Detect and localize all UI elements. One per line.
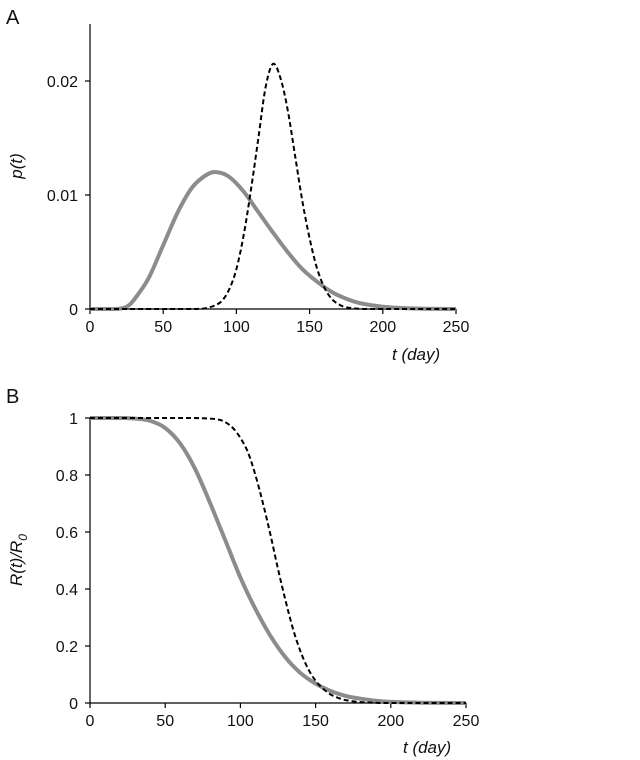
- panel-b-x-tick-label: 250: [453, 713, 480, 730]
- panel-b-y-axis-title-main: R(t)/R: [7, 541, 26, 586]
- panel-b-y-tick-label: 0.4: [56, 582, 78, 599]
- panel-a-y-axis-title: p(t): [7, 153, 26, 180]
- panel-a-x-tick-label: 100: [223, 319, 250, 336]
- panel-a-x-tick-label: 50: [154, 319, 172, 336]
- panel-b-y-tick-label: 0.2: [56, 639, 78, 656]
- panel-a-x-axis-title: t (day): [392, 345, 440, 364]
- panel-b-label: B: [6, 386, 19, 408]
- panel-b-y-axis-title-sub: 0: [16, 534, 30, 541]
- panel-a-series-solid-gray: [90, 172, 456, 309]
- panel-a-y-tick-label: 0.01: [47, 188, 78, 205]
- panel-a-series-dashed-black: [90, 64, 456, 309]
- panel-b-x-tick-label: 100: [227, 713, 254, 730]
- panel-b-x-tick-label: 0: [86, 713, 95, 730]
- panel-b-x-tick-label: 50: [156, 713, 174, 730]
- panel-b-y-axis-title: R(t)/R0: [7, 534, 30, 586]
- panel-b-series-solid-gray: [90, 418, 466, 703]
- panel-a-x-tick-label: 250: [443, 319, 470, 336]
- panel-a-y-tick-label: 0.02: [47, 74, 78, 91]
- panel-b-x-axis-title: t (day): [403, 738, 451, 757]
- panel-b: B R(t)/R0 t (day) 05010015020025000.20.4…: [6, 386, 479, 757]
- panel-b-ticks: 0 50 100 150 200 250 0 0.2 0.4 0.6 0.8 1: [56, 411, 480, 730]
- panel-b-y-tick-label: 0.6: [56, 525, 78, 542]
- panel-b-series: [90, 418, 466, 703]
- panel-a: A p(t) t (day) 0 50 100 150 200 250 0 0.01 0.02: [6, 7, 469, 364]
- panel-b-y-tick-label: 0: [69, 696, 78, 713]
- panel-a-x-tick-label: 0: [86, 319, 95, 336]
- panel-a-label: A: [6, 7, 20, 29]
- panel-b-x-tick-label: 200: [377, 713, 404, 730]
- panel-b-y-tick-label: 0.8: [56, 468, 78, 485]
- panel-a-x-tick-label: 200: [369, 319, 396, 336]
- panel-a-series: [90, 64, 456, 309]
- panel-a-y-tick-label: 0: [69, 302, 78, 319]
- panel-b-y-tick-label: 1: [69, 411, 78, 428]
- panel-a-ticks: 0 50 100 150 200 250 0 0.01 0.02: [47, 74, 470, 336]
- panel-b-series-dashed-black: [90, 418, 466, 703]
- panel-a-x-tick-label: 150: [296, 319, 323, 336]
- panel-b-x-tick-label: 150: [302, 713, 329, 730]
